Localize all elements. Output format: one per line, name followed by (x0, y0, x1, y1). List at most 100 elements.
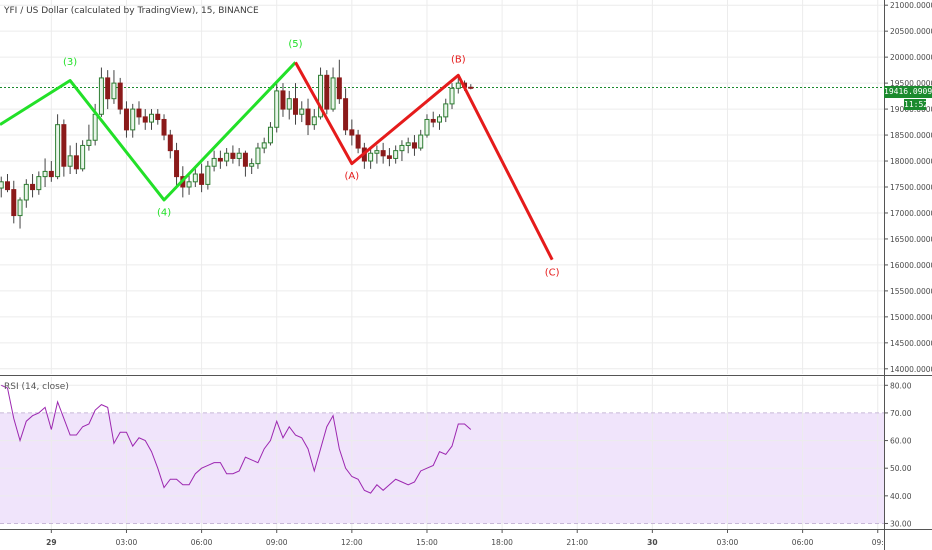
candle-body (174, 150, 180, 178)
candle (217, 150, 223, 169)
candle (355, 129, 361, 154)
time-axis-label: 21:00 (566, 538, 588, 547)
candle (255, 142, 261, 169)
wave-line-down (294, 61, 554, 261)
candle (11, 180, 17, 224)
candle (236, 148, 242, 167)
candle-body (411, 142, 417, 149)
price-axis-label: 16000.000000 (890, 261, 932, 270)
candle-body (55, 124, 61, 178)
candle (174, 142, 180, 187)
time-axis-label: 09: (872, 538, 884, 547)
candle-body (468, 86, 474, 89)
candle (211, 150, 217, 172)
candle (455, 77, 461, 94)
candle (299, 101, 305, 123)
price-axis-label: 15000.000000 (890, 313, 932, 322)
candle (136, 101, 142, 125)
candle-body (311, 116, 317, 126)
time-axis-label: 15:00 (416, 538, 438, 547)
candle (48, 161, 54, 182)
candle-body (73, 155, 79, 170)
candle-body (86, 139, 92, 146)
candle-body (443, 103, 449, 118)
candle-body (249, 163, 255, 167)
candle (318, 67, 324, 120)
candle-body (142, 116, 148, 123)
candle (5, 174, 11, 193)
candle (105, 70, 111, 110)
wave-label: (B) (451, 54, 466, 65)
candle-body (324, 74, 330, 110)
price-axis-label: 15500.000000 (890, 287, 932, 296)
candle-body (455, 82, 461, 89)
candle-body (205, 165, 211, 185)
candle (430, 111, 436, 128)
time-axis-label: 29 (46, 538, 56, 547)
candle (130, 103, 136, 138)
price-axis-label: 20500.000000 (890, 27, 932, 36)
wave-label: (5) (288, 39, 302, 50)
candle (418, 129, 424, 151)
candle-body (418, 134, 424, 149)
candle (80, 140, 86, 172)
candle-body (30, 183, 36, 191)
candle-body (424, 118, 430, 136)
candle (192, 168, 198, 187)
candle (205, 161, 211, 190)
wave-label: (3) (63, 57, 77, 68)
time-axis-label: 12:00 (341, 538, 363, 547)
candle-body (274, 90, 280, 128)
candle (443, 98, 449, 123)
candle-body (267, 126, 273, 144)
candle-countdown-tag: 11:52 (904, 99, 929, 110)
price-axis-label: 21000.000000 (890, 1, 932, 10)
price-axis-label: 16500.000000 (890, 235, 932, 244)
candle-body (186, 181, 192, 188)
candle-body (449, 87, 455, 105)
candle (267, 122, 273, 146)
candle-body (11, 189, 17, 217)
candle-body (280, 90, 286, 110)
wave-line-up (0, 61, 297, 202)
candle (224, 148, 230, 167)
rsi-axis-label: 70.00 (890, 409, 912, 418)
current-price-tag: 19416.09090 (884, 86, 932, 98)
candle-body (199, 173, 205, 185)
candle-body (123, 108, 129, 131)
candle-body (436, 116, 442, 123)
price-axis-label: 18500.000000 (890, 131, 932, 140)
candle (386, 148, 392, 167)
rsi-indicator-label: RSI (14, close) (4, 382, 69, 392)
time-axis-label: 03:00 (116, 538, 138, 547)
rsi-line (1, 384, 472, 494)
price-axis-label: 14000.000000 (890, 365, 932, 374)
candle-body (80, 144, 86, 170)
candle-body (217, 157, 223, 162)
candle (293, 83, 299, 125)
candle (436, 114, 442, 130)
candle-body (136, 108, 142, 118)
candle-body (155, 113, 161, 120)
candle (17, 197, 23, 229)
rsi-axis-label: 50.00 (890, 464, 912, 473)
candle-body (36, 176, 42, 191)
candle-body (393, 150, 399, 159)
candle-body (336, 77, 342, 100)
candle (249, 158, 255, 175)
candle-body (261, 142, 267, 149)
candle-body (67, 155, 73, 167)
candle (324, 70, 330, 115)
candle (155, 109, 161, 125)
candle (424, 114, 430, 138)
candle-body (305, 108, 311, 126)
candle (36, 171, 42, 195)
candle (368, 148, 374, 169)
candle (167, 129, 173, 159)
candle-body (23, 183, 29, 201)
candle-body (255, 147, 261, 165)
candle (142, 109, 148, 130)
candle-body (330, 77, 336, 110)
candle (468, 84, 474, 90)
